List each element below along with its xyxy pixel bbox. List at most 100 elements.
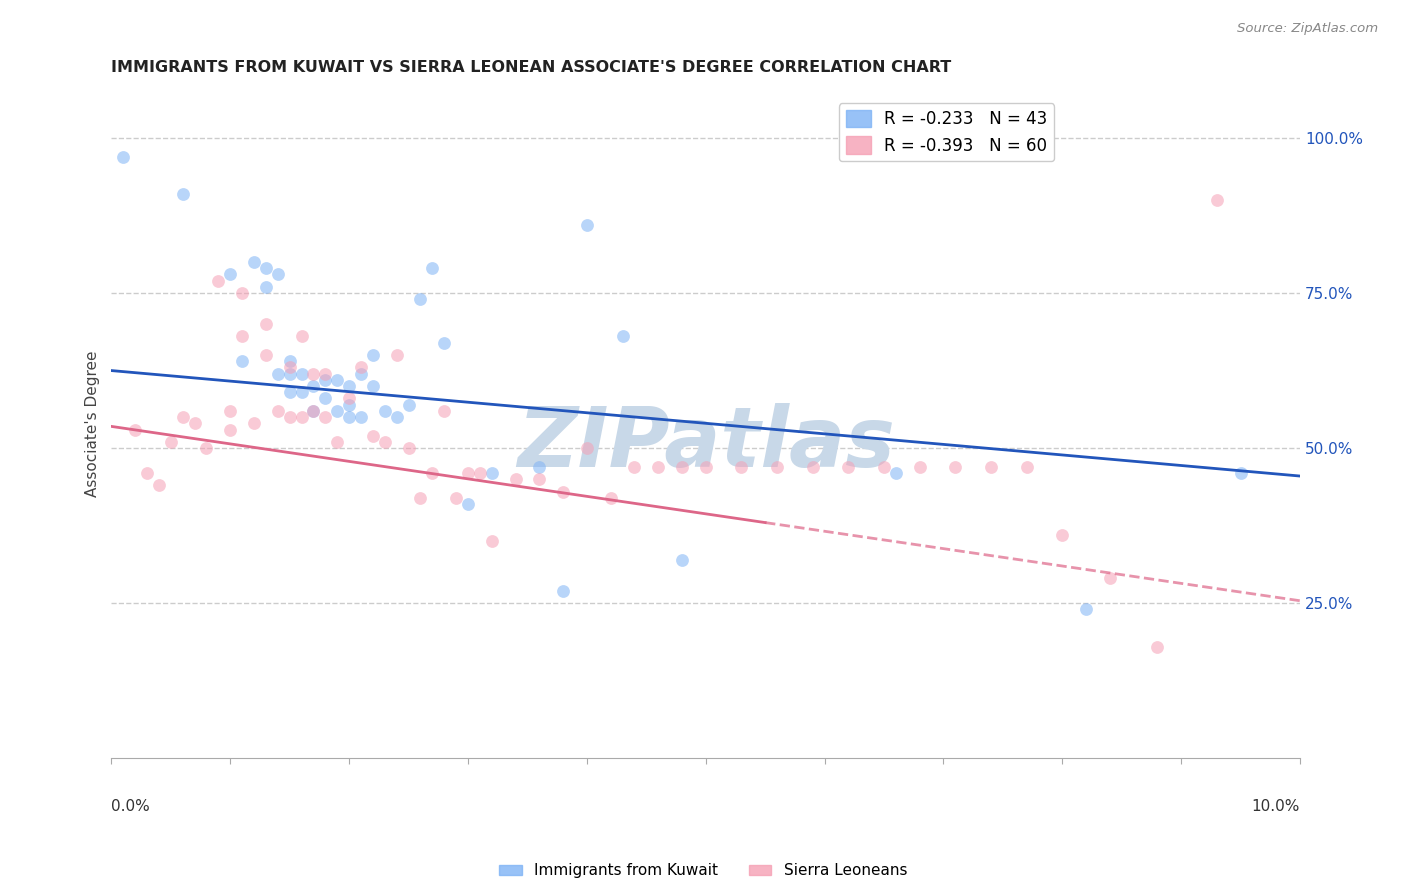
Point [160,434,183,449]
Point [314,373,336,387]
Point [385,348,408,362]
Point [278,367,301,381]
Point [314,367,336,381]
Point [398,398,420,412]
Point [136,466,159,480]
Point [291,385,314,400]
Point [468,466,491,480]
Point [291,410,314,425]
Point [551,484,574,499]
Point [433,335,456,350]
Point [231,329,253,343]
Point [302,404,325,418]
Point [385,410,408,425]
Point [302,367,325,381]
Point [278,410,301,425]
Point [575,218,598,232]
Point [254,317,277,331]
Point [433,404,456,418]
Point [1052,528,1074,542]
Point [1015,459,1038,474]
Point [444,491,467,505]
Point [337,410,360,425]
Point [1074,602,1097,616]
Point [766,459,789,474]
Point [505,472,527,486]
Point [647,459,669,474]
Point [1229,466,1251,480]
Point [337,398,360,412]
Point [908,459,931,474]
Point [302,379,325,393]
Point [219,404,242,418]
Point [730,459,752,474]
Point [398,441,420,455]
Point [374,434,396,449]
Point [337,392,360,406]
Point [314,392,336,406]
Point [612,329,634,343]
Point [350,367,373,381]
Legend: Immigrants from Kuwait, Sierra Leoneans: Immigrants from Kuwait, Sierra Leoneans [492,857,914,884]
Point [337,379,360,393]
Point [267,367,290,381]
Point [1205,193,1227,207]
Text: ZIPatlas: ZIPatlas [517,403,894,484]
Point [326,373,349,387]
Text: Source: ZipAtlas.com: Source: ZipAtlas.com [1237,22,1378,36]
Point [302,404,325,418]
Point [291,367,314,381]
Point [409,292,432,306]
Point [350,360,373,375]
Point [361,379,384,393]
Point [457,466,479,480]
Point [254,261,277,276]
Point [207,274,229,288]
Point [361,348,384,362]
Point [551,583,574,598]
Point [481,534,503,549]
Point [671,553,693,567]
Point [183,417,205,431]
Point [112,149,135,163]
Point [671,459,693,474]
Point [231,285,253,300]
Point [172,186,194,201]
Point [219,268,242,282]
Point [1146,640,1168,654]
Point [409,491,432,505]
Point [231,354,253,368]
Point [267,268,290,282]
Point [623,459,645,474]
Text: 0.0%: 0.0% [111,798,150,814]
Point [529,472,551,486]
Point [575,441,598,455]
Point [278,385,301,400]
Point [254,280,277,294]
Text: 10.0%: 10.0% [1251,798,1301,814]
Y-axis label: Associate's Degree: Associate's Degree [86,350,100,497]
Point [350,410,373,425]
Point [374,404,396,418]
Point [529,459,551,474]
Point [1098,571,1121,585]
Point [884,466,907,480]
Point [254,348,277,362]
Point [481,466,503,480]
Point [837,459,859,474]
Point [243,417,266,431]
Point [148,478,170,492]
Point [599,491,621,505]
Point [420,466,443,480]
Point [267,404,290,418]
Point [801,459,824,474]
Point [124,423,146,437]
Point [291,329,314,343]
Point [457,497,479,511]
Point [219,423,242,437]
Point [243,255,266,269]
Point [420,261,443,276]
Text: IMMIGRANTS FROM KUWAIT VS SIERRA LEONEAN ASSOCIATE'S DEGREE CORRELATION CHART: IMMIGRANTS FROM KUWAIT VS SIERRA LEONEAN… [111,60,952,75]
Point [195,441,218,455]
Point [943,459,966,474]
